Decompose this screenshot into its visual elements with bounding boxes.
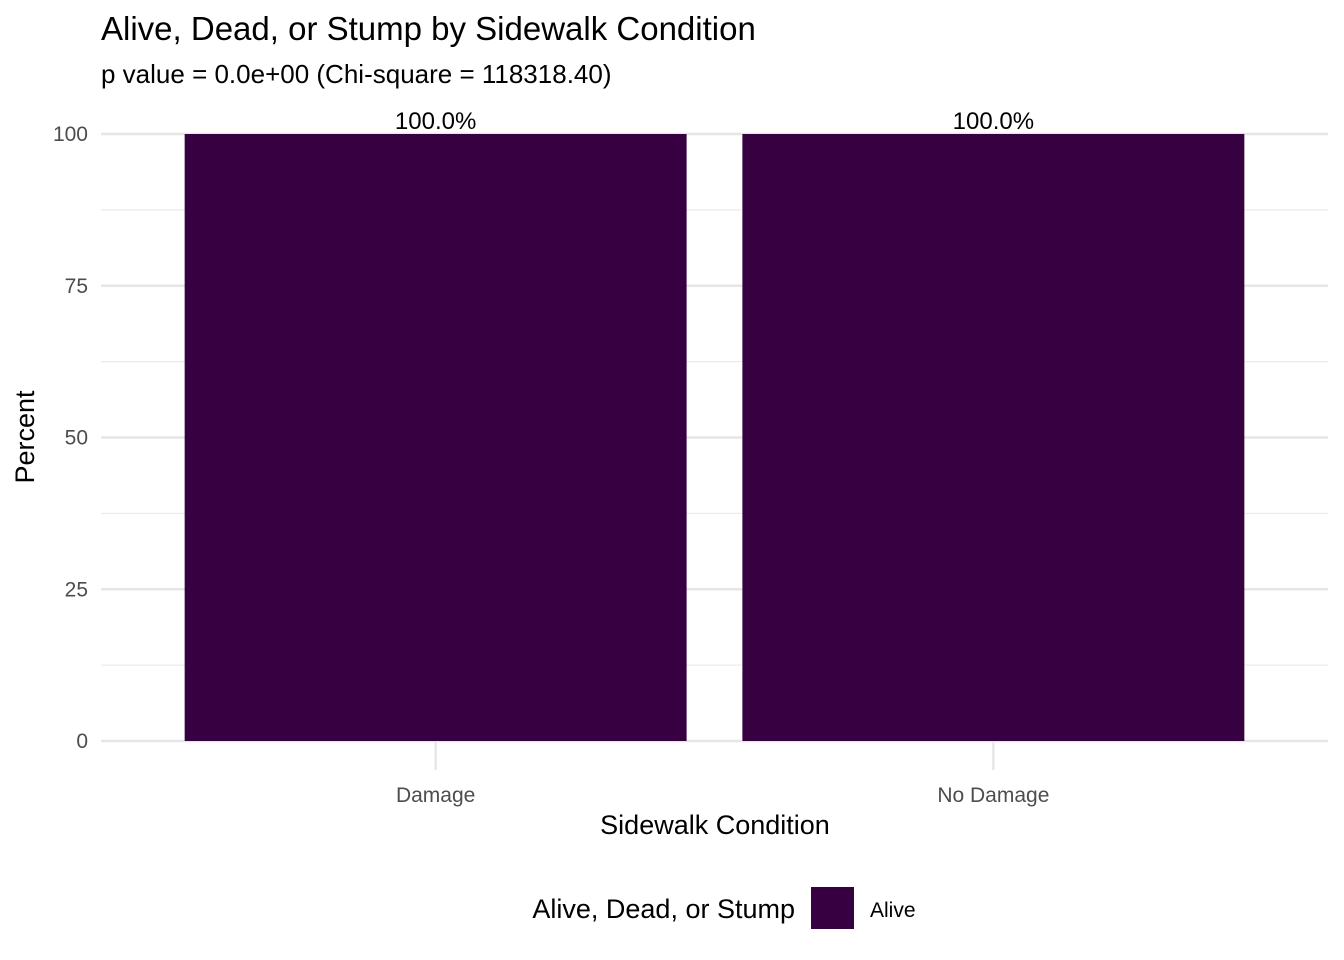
y-tick-label: 100 (53, 123, 88, 146)
bar (742, 134, 1245, 741)
y-tick-label: 25 (65, 578, 88, 601)
x-axis-ticks: Damage No Damage (396, 784, 1049, 807)
y-tick-label: 0 (76, 730, 88, 753)
legend-label-alive: Alive (870, 899, 916, 922)
bar-value-label: 100.0% (395, 108, 476, 135)
y-axis-title: Percent (10, 390, 40, 484)
bar-labels: 100.0% 100.0% (395, 108, 1034, 135)
y-tick-label: 75 (65, 275, 88, 298)
chart-title: Alive, Dead, or Stump by Sidewalk Condit… (101, 10, 756, 47)
chart-subtitle: p value = 0.0e+00 (Chi-square = 118318.4… (101, 59, 612, 89)
y-tick-label: 50 (65, 427, 88, 450)
legend: Alive, Dead, or Stump Alive (532, 887, 916, 929)
x-tick-label: No Damage (937, 784, 1049, 807)
legend-title: Alive, Dead, or Stump (532, 894, 795, 924)
bar (184, 134, 687, 741)
y-axis-ticks: 0 25 50 75 100 (53, 123, 88, 753)
bars (184, 134, 1245, 741)
legend-swatch-alive (811, 887, 854, 929)
x-tick-label: Damage (396, 784, 475, 807)
x-axis-title: Sidewalk Condition (600, 810, 830, 840)
bar-value-label: 100.0% (953, 108, 1034, 135)
